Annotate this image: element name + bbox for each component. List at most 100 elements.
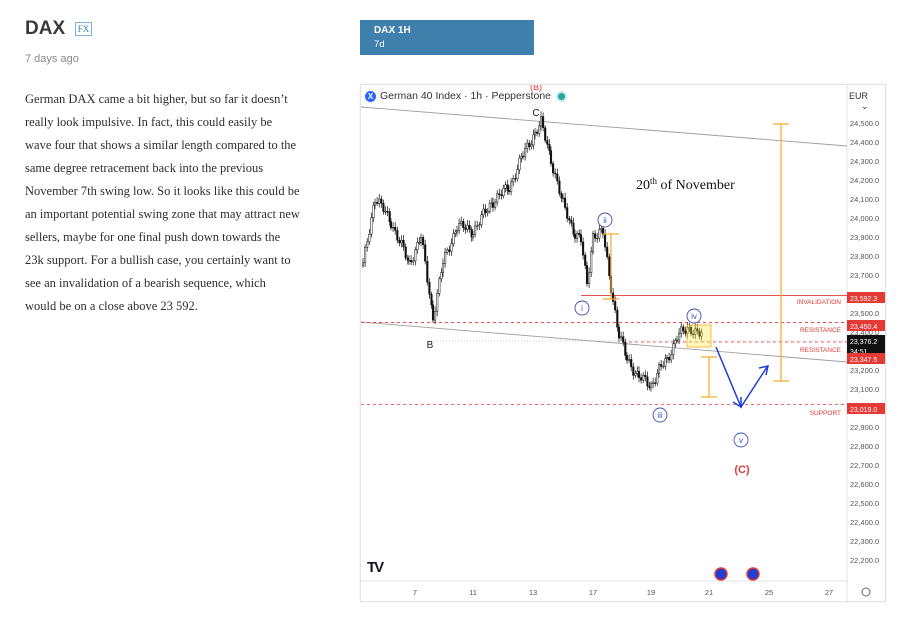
candle-body — [656, 372, 659, 384]
candle-body — [698, 330, 701, 337]
candle-body — [455, 230, 459, 233]
wave-label-c: C — [532, 108, 539, 119]
candle-body — [380, 198, 383, 204]
candle-body — [398, 239, 401, 244]
settings-gear-icon — [861, 587, 871, 597]
candle-body — [521, 155, 525, 158]
candle-body — [471, 234, 475, 238]
candle-body — [418, 242, 421, 244]
wave-circle — [597, 212, 613, 228]
candle-body — [440, 272, 443, 280]
candle-body — [578, 233, 581, 235]
y-tick-label: 23,800.0 — [850, 252, 879, 261]
candle-body — [675, 339, 679, 342]
candle-body — [694, 328, 697, 335]
candle-body — [579, 234, 583, 243]
price-tag-label: 34:51 — [850, 349, 868, 356]
candle-body — [566, 207, 569, 219]
wave-circle — [733, 432, 749, 448]
price-tag-bg — [847, 335, 885, 346]
candle-body — [526, 142, 529, 149]
candle-body — [488, 203, 491, 212]
candle-body — [700, 332, 703, 337]
candle-body — [554, 172, 557, 175]
candle-body — [510, 181, 513, 193]
candle-body — [396, 230, 399, 241]
wave-circle — [574, 300, 590, 316]
x-tick-label: 7 — [413, 588, 417, 597]
fx-badge[interactable]: FX — [75, 22, 92, 36]
y-tick-label: 23,200.0 — [850, 366, 879, 375]
y-tick-label: 23,900.0 — [850, 233, 879, 242]
candle-body — [528, 142, 531, 147]
candle-body — [625, 355, 629, 361]
candle-body — [426, 260, 429, 283]
candle-body — [632, 366, 635, 376]
chart-panel[interactable]: 24,500.0 24,400.0 24,300.0 24,200.0 24,100.0… — [360, 84, 886, 602]
candle-body — [516, 169, 519, 180]
y-tick-label: 22,400.0 — [850, 518, 879, 527]
candle-body — [494, 201, 497, 208]
candle-body — [568, 218, 571, 221]
y-tick-label: 24,500.0 — [850, 119, 879, 128]
candle-body — [412, 260, 415, 263]
candle-body — [434, 311, 437, 321]
candle-body — [646, 376, 649, 387]
y-tick-label: 22,200.0 — [850, 556, 879, 565]
candle-body — [424, 244, 427, 262]
candle-body — [470, 228, 473, 238]
candle-body — [582, 241, 585, 256]
candle-body — [366, 241, 369, 248]
x-tick-label: 19 — [647, 588, 655, 597]
candle-body — [604, 233, 607, 248]
x-tick-label: 21 — [705, 588, 713, 597]
upper-trendline — [361, 106, 848, 147]
price-tag-bg — [847, 345, 885, 356]
candle-body — [419, 237, 423, 243]
candle-body — [446, 249, 449, 253]
x-tick-label: 13 — [529, 588, 537, 597]
candle-body — [444, 252, 447, 264]
candle-body — [438, 278, 441, 294]
candle-body — [572, 222, 575, 235]
y-tick-label: 22,500.0 — [850, 499, 879, 508]
candle-body — [368, 233, 371, 243]
candle-body — [594, 233, 597, 239]
candle-body — [484, 208, 487, 213]
candle-body — [502, 187, 505, 196]
candle-body — [500, 194, 503, 196]
price-tag-bg — [847, 353, 885, 364]
candle-body — [486, 211, 489, 213]
candle-body — [665, 357, 669, 359]
candle-body — [478, 224, 481, 227]
price-tag-label: 23,450.4 — [850, 324, 877, 331]
candle-body — [532, 134, 535, 146]
instrument-label: German 40 Index · 1h · Pepperstone — [380, 90, 552, 102]
date-annotation: 20th of November — [636, 176, 735, 193]
candle-body — [564, 197, 567, 208]
candle-body — [552, 163, 555, 174]
candle-body — [536, 131, 539, 134]
candle-body — [382, 203, 385, 212]
candle-body — [682, 326, 685, 332]
ticker-period: 7d — [374, 39, 385, 50]
candle-body — [458, 223, 461, 231]
y-tick-label: 23,500.0 — [850, 309, 879, 318]
candle-body — [402, 240, 405, 248]
candle-body — [548, 144, 551, 151]
candle-body — [370, 217, 373, 235]
candle-body — [430, 294, 433, 306]
candle-body — [416, 242, 419, 251]
wave-label-minor: iv — [691, 312, 697, 321]
ticker-tab[interactable]: DAX 1H 7d — [360, 20, 534, 55]
price-tag-bg — [847, 403, 885, 414]
price-tag-label: 23,376.2 — [850, 339, 877, 346]
level-label: SUPPORT — [810, 410, 841, 417]
candle-body — [670, 354, 673, 361]
event-marker-icon — [714, 567, 728, 581]
candle-body — [624, 342, 627, 356]
price-chart[interactable]: 24,500.0 24,400.0 24,300.0 24,200.0 24,100.0… — [361, 85, 885, 601]
currency-select[interactable]: EUR ⌄ — [849, 91, 885, 112]
candle-body — [668, 357, 671, 361]
y-tick-label: 22,800.0 — [850, 442, 879, 451]
